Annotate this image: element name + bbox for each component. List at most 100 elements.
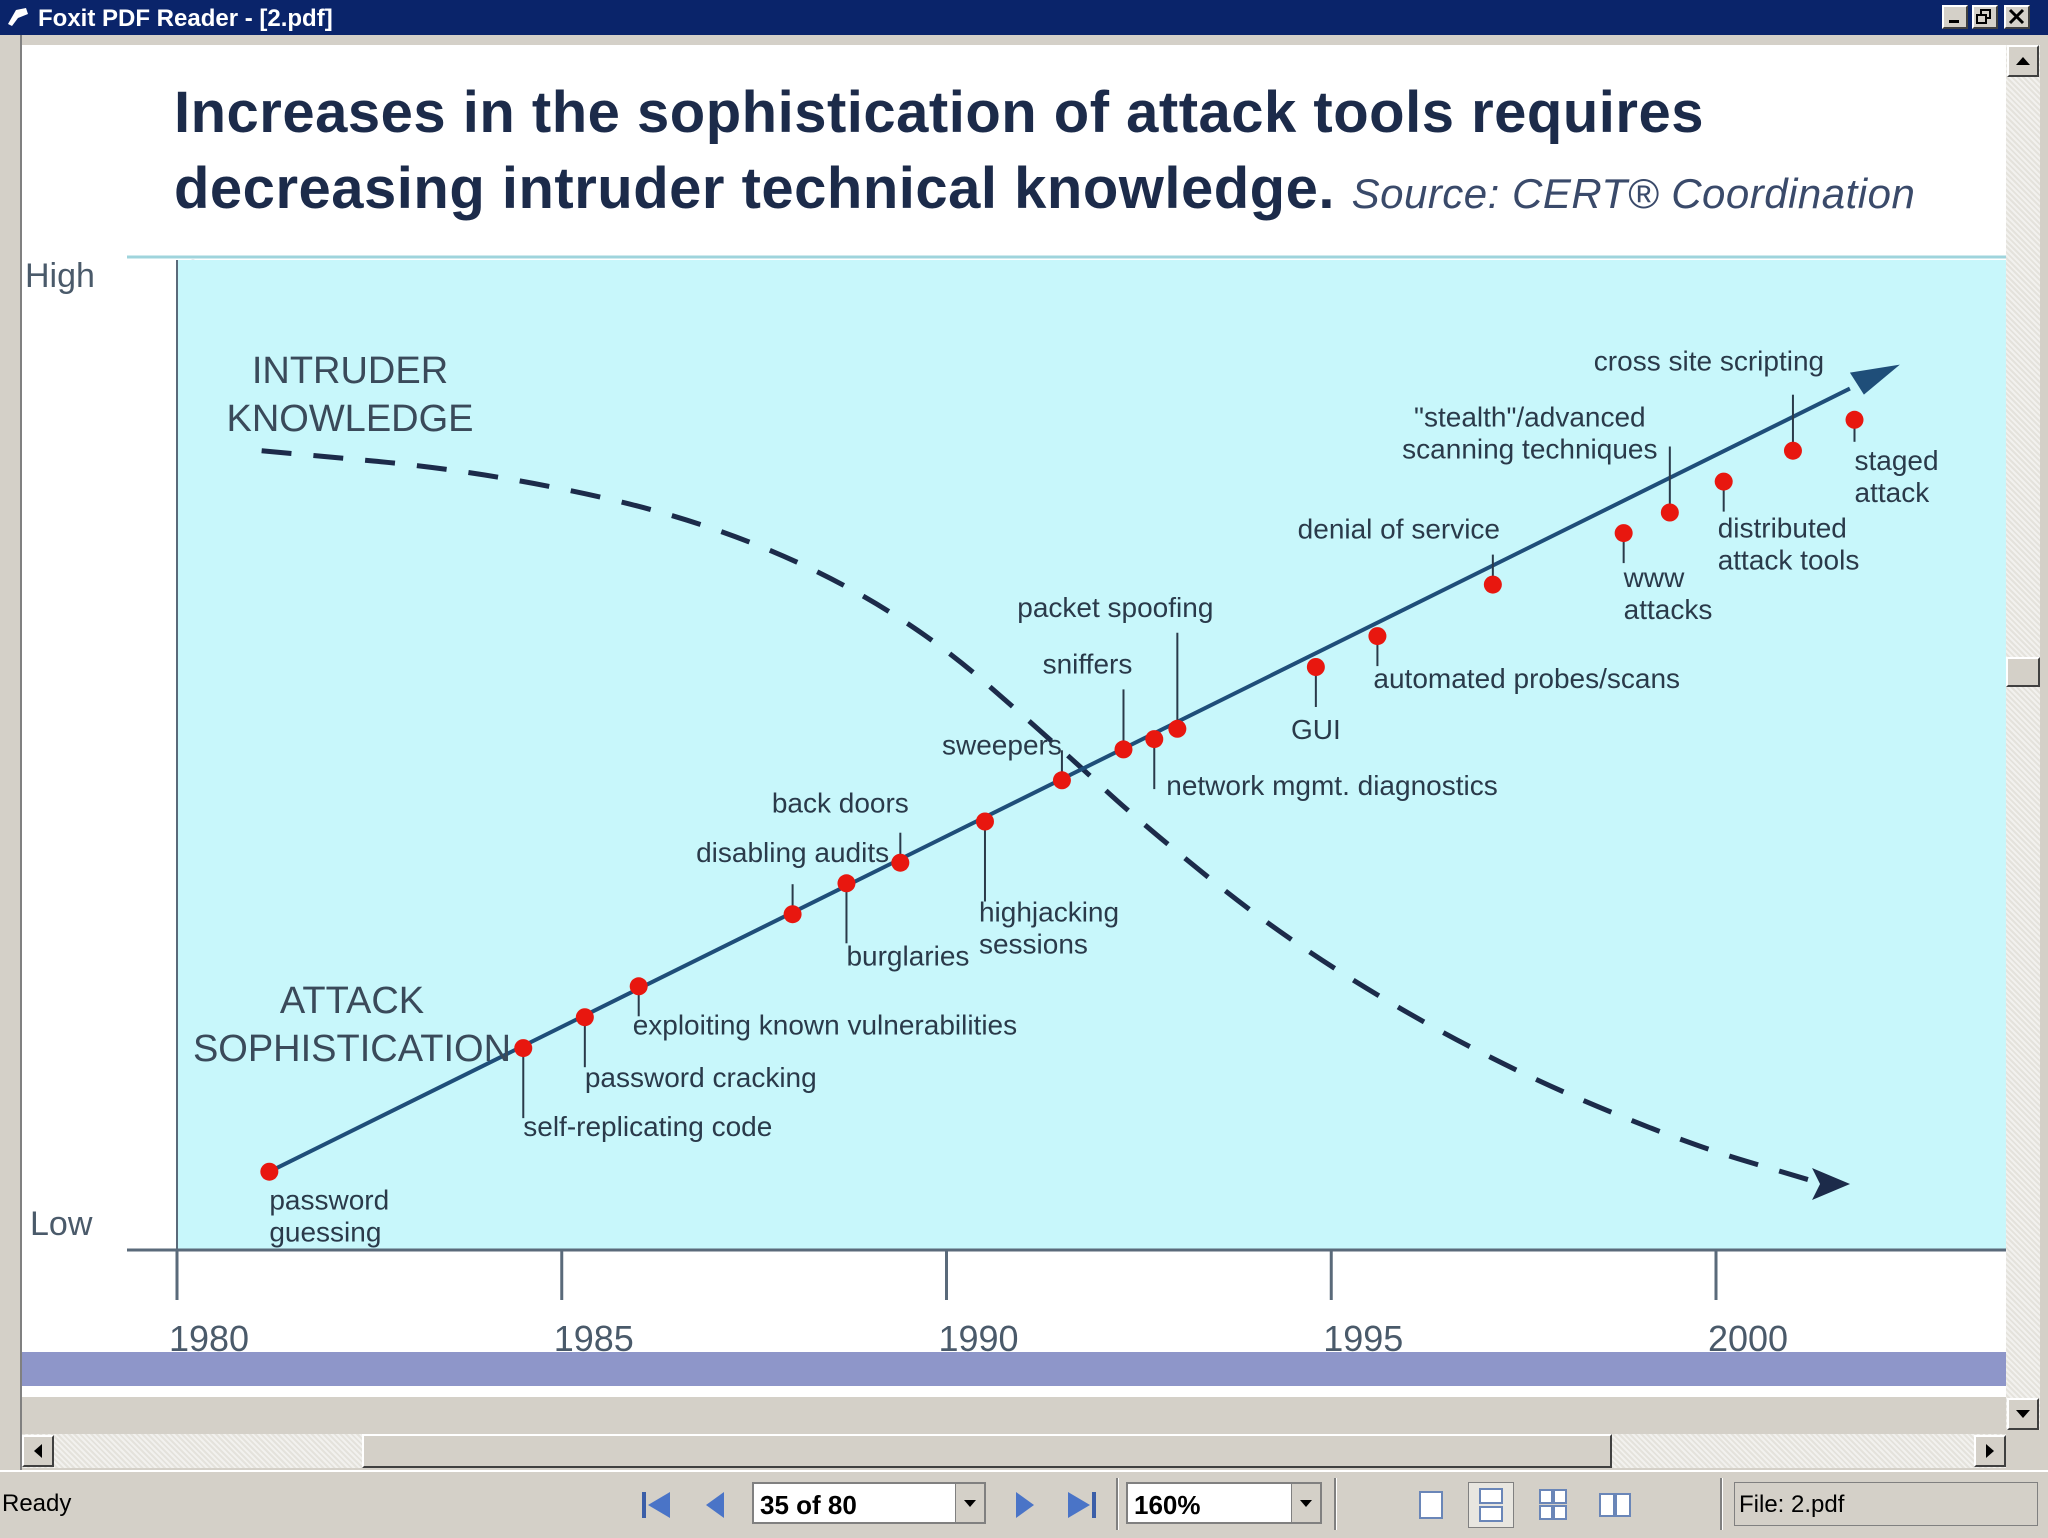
point-label: disabling audits: [696, 837, 889, 868]
single-page-button[interactable]: [1408, 1482, 1454, 1528]
last-page-button[interactable]: [1060, 1484, 1102, 1526]
point-label: denial of service: [1298, 514, 1500, 545]
point-label: sniffers: [1043, 648, 1133, 679]
point-label: sessions: [979, 929, 1088, 960]
window-title: Foxit PDF Reader - [2.pdf]: [38, 5, 333, 32]
status-separator: [1720, 1478, 1723, 1530]
scroll-left-icon: [34, 1444, 42, 1458]
next-page-button[interactable]: [1002, 1484, 1044, 1526]
scroll-down-button[interactable]: [2007, 1398, 2039, 1430]
point-label: attack: [1855, 477, 1931, 508]
point-label: packet spoofing: [1017, 592, 1213, 623]
title-bar: Foxit PDF Reader - [2.pdf]: [0, 0, 2048, 35]
zoom-dropdown-button[interactable]: [1291, 1484, 1320, 1522]
intruder-knowledge-arrowhead: [1812, 1168, 1851, 1200]
first-page-button[interactable]: [636, 1484, 678, 1526]
data-point: [514, 1039, 533, 1058]
scroll-left-button[interactable]: [22, 1435, 54, 1467]
continuous-icon: [1479, 1488, 1503, 1522]
point-label: attacks: [1624, 594, 1713, 625]
scroll-down-icon: [2016, 1410, 2030, 1418]
series-label: SOPHISTICATION: [193, 1028, 511, 1070]
data-point: [837, 874, 856, 893]
data-point: [1145, 730, 1164, 749]
chart-title-text: Increases in the sophistication of attac…: [174, 80, 1704, 221]
status-separator: [1334, 1478, 1337, 1530]
data-point: [575, 1008, 594, 1027]
data-point: [783, 905, 802, 924]
point-label: GUI: [1291, 714, 1341, 745]
data-point: [975, 812, 994, 831]
intruder-knowledge-curve: [261, 448, 1817, 1185]
page-number-field[interactable]: 35 of 80: [752, 1482, 986, 1524]
single-page-icon: [1419, 1491, 1443, 1519]
point-label: burglaries: [846, 940, 969, 971]
scroll-right-button[interactable]: [1974, 1435, 2006, 1467]
data-point: [1714, 472, 1733, 491]
point-label: scanning techniques: [1402, 434, 1657, 465]
data-point: [1614, 524, 1633, 543]
point-label: highjacking: [979, 897, 1119, 928]
data-point: [1052, 771, 1071, 790]
series-label: KNOWLEDGE: [226, 398, 473, 440]
series-label: ATTACK: [280, 980, 424, 1022]
two-page-icon: [1599, 1493, 1631, 1517]
status-ready: Ready: [2, 1490, 72, 1517]
continuous-button[interactable]: [1468, 1482, 1514, 1528]
app-icon: [8, 8, 28, 26]
prev-page-icon: [706, 1492, 724, 1518]
chevron-down-icon: [964, 1500, 976, 1507]
facing-icon: [1539, 1489, 1567, 1520]
point-label: sweepers: [942, 729, 1062, 760]
data-point: [1306, 658, 1325, 676]
plot-background: [177, 260, 2006, 1250]
data-point: [1368, 627, 1387, 646]
scroll-up-button[interactable]: [2007, 45, 2039, 77]
data-point: [1845, 410, 1864, 429]
file-name-text: File: 2.pdf: [1739, 1491, 1845, 1518]
zoom-text: 160%: [1134, 1490, 1201, 1520]
two-page-button[interactable]: [1592, 1482, 1638, 1528]
minimize-icon: [1949, 20, 1959, 23]
data-point: [1114, 740, 1133, 759]
restore-icon: [1976, 9, 1991, 24]
status-bar: Ready 35 of 80 160% File: 2.pdf: [0, 1470, 2048, 1538]
page-number-text: 35 of 80: [760, 1490, 857, 1520]
next-page-icon: [1016, 1492, 1034, 1518]
horizontal-scroll-thumb[interactable]: [362, 1434, 1612, 1468]
point-label: password cracking: [585, 1062, 817, 1093]
data-point: [1660, 503, 1679, 522]
y-label-low: Low: [30, 1205, 93, 1243]
zoom-field[interactable]: 160%: [1126, 1482, 1322, 1524]
point-label: www: [1623, 562, 1685, 593]
point-label: cross site scripting: [1594, 346, 1824, 377]
data-point: [260, 1162, 279, 1181]
prev-page-button[interactable]: [696, 1484, 738, 1526]
scroll-up-icon: [2016, 57, 2030, 65]
vertical-scroll-thumb[interactable]: [2006, 657, 2040, 687]
point-label: guessing: [269, 1217, 381, 1248]
point-label: attack tools: [1718, 545, 1860, 576]
y-label-high: High: [25, 257, 95, 295]
attack-sophistication-arrowhead: [1849, 364, 1900, 395]
data-point: [629, 977, 648, 996]
data-point: [1168, 719, 1187, 738]
series-label: INTRUDER: [252, 350, 448, 392]
scroll-right-icon: [1986, 1444, 1994, 1458]
last-page-icon: [1068, 1492, 1096, 1518]
facing-button[interactable]: [1530, 1482, 1576, 1528]
point-label: exploiting known vulnerabilities: [633, 1009, 1017, 1040]
window-frame-left: [0, 35, 22, 1470]
point-label: automated probes/scans: [1373, 663, 1680, 694]
point-label: password: [269, 1185, 389, 1216]
pdf-page[interactable]: Increases in the sophistication of attac…: [22, 45, 2006, 1397]
restore-button[interactable]: [1972, 5, 1998, 29]
page-dropdown-button[interactable]: [955, 1484, 984, 1522]
data-point: [1483, 575, 1502, 594]
page-bottom-band: [22, 1352, 2006, 1386]
minimize-button[interactable]: [1942, 5, 1968, 29]
horizontal-scrollbar[interactable]: [22, 1434, 2006, 1468]
close-button[interactable]: [2004, 5, 2030, 29]
vertical-scrollbar[interactable]: [2006, 45, 2040, 1430]
